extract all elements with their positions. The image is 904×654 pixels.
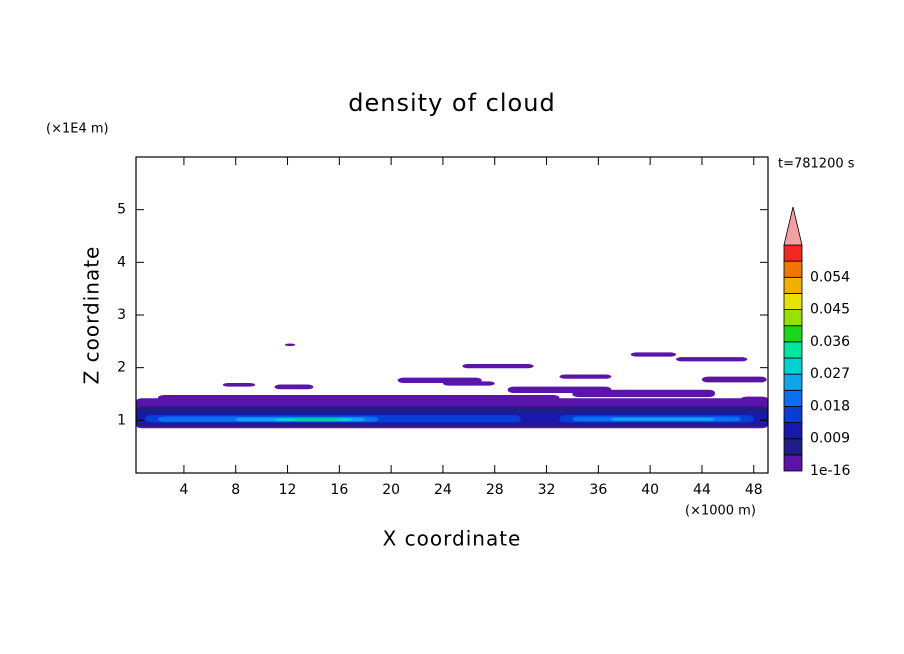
y-tick-label: 3 [117, 307, 126, 323]
x-tick-label: 36 [589, 482, 607, 498]
contour-region [284, 343, 296, 347]
contour-region [572, 389, 715, 398]
contour-region [222, 382, 256, 387]
colorbar-label: 0.027 [810, 366, 850, 382]
x-tick-label: 32 [538, 482, 556, 498]
y-tick-label: 2 [117, 360, 126, 376]
contour-region [442, 381, 495, 386]
contour-region [294, 418, 340, 421]
contour-region [740, 396, 768, 402]
contour-region [630, 352, 677, 357]
colorbar-band [783, 293, 803, 310]
contour-region [274, 384, 314, 390]
x-unit: (×1000 m) [685, 504, 756, 519]
colorbar-label: 1e-16 [810, 463, 850, 479]
y-tick-label: 4 [117, 254, 126, 270]
colorbar-band [783, 325, 803, 343]
y-tick-label: 1 [117, 412, 126, 428]
y-tick-label: 5 [117, 202, 126, 218]
contour-region [158, 395, 560, 401]
colorbar-band [783, 438, 803, 456]
contour-region [676, 357, 748, 362]
colorbar-label: 0.009 [810, 431, 850, 447]
colorbar-band [783, 406, 803, 423]
y-unit: (×1E4 m) [46, 122, 109, 137]
x-tick-label: 4 [179, 482, 188, 498]
contour-region [559, 374, 612, 379]
contour-region [462, 363, 534, 369]
x-tick-label: 12 [279, 482, 297, 498]
colorbar-band [783, 276, 803, 294]
colorbar-band [783, 260, 803, 278]
time-label: t=781200 s [778, 157, 855, 172]
x-tick-label: 40 [641, 482, 659, 498]
colorbar-label: 0.045 [810, 302, 850, 318]
x-tick-label: 20 [382, 482, 400, 498]
colorbar-band [783, 389, 803, 407]
colorbar-label: 0.036 [810, 334, 850, 350]
colorbar-band [783, 422, 803, 440]
y-axis-title: Z coordinate [80, 246, 104, 385]
x-tick-label: 44 [693, 482, 711, 498]
colorbar-band [783, 244, 803, 262]
colorbar-band [783, 373, 803, 391]
colorbar-label: 0.054 [810, 269, 850, 285]
colorbar-extend [783, 206, 803, 246]
colorbar-band [783, 309, 803, 327]
x-tick-label: 24 [434, 482, 452, 498]
colorbar-band [783, 357, 803, 375]
colorbar-band [783, 454, 803, 472]
x-tick-label: 48 [745, 482, 763, 498]
colorbar-band [783, 341, 803, 359]
colorbar-label: 0.018 [810, 398, 850, 414]
chart-title: density of cloud [348, 89, 555, 117]
contour-region [701, 376, 767, 383]
x-tick-label: 16 [330, 482, 348, 498]
x-tick-label: 8 [231, 482, 240, 498]
contour-region [611, 417, 715, 421]
x-axis-title: X coordinate [383, 527, 522, 551]
x-tick-label: 28 [486, 482, 504, 498]
